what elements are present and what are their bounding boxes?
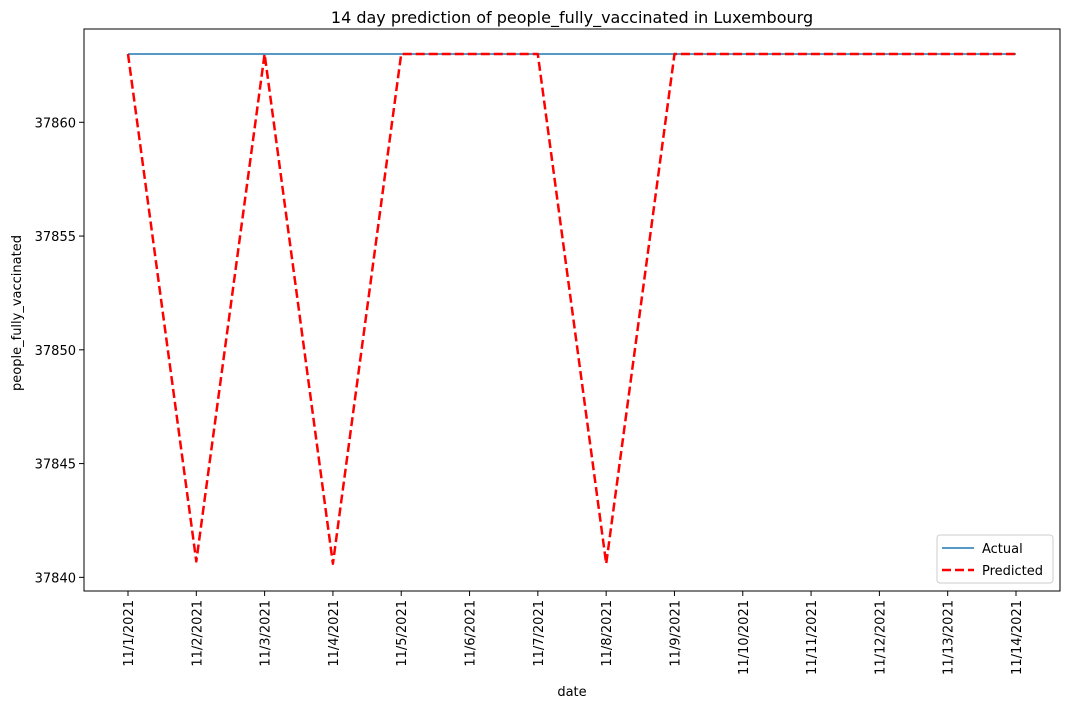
x-tick-label: 11/6/2021 [464, 600, 479, 667]
series-predicted-line [126, 52, 1016, 565]
x-tick-label: 11/14/2021 [1010, 600, 1025, 675]
x-tick-label: 11/9/2021 [668, 600, 683, 667]
x-tick-label: 11/2/2021 [190, 600, 205, 667]
x-tick-label: 11/4/2021 [327, 600, 342, 667]
y-axis: 37840 37845 37850 37855 37860 [35, 116, 84, 586]
x-axis: 11/1/2021 11/2/2021 11/3/2021 11/4/2021 11/5… [122, 591, 1025, 675]
legend-predicted-label: Predicted [982, 564, 1043, 579]
x-axis-label: date [557, 685, 586, 700]
x-tick-label: 11/7/2021 [532, 600, 547, 667]
x-tick-label: 11/1/2021 [122, 600, 137, 667]
x-tick-label: 11/13/2021 [942, 600, 957, 675]
x-tick-label: 11/5/2021 [395, 600, 410, 667]
plot-frame [83, 28, 1061, 592]
y-tick-label: 37845 [35, 458, 76, 473]
x-tick-label: 11/11/2021 [805, 600, 820, 675]
x-tick-label: 11/12/2021 [873, 600, 888, 675]
x-tick-label: 11/10/2021 [737, 600, 752, 675]
y-tick-label: 37850 [35, 344, 76, 359]
legend-box [936, 534, 1054, 584]
y-tick-label: 37860 [35, 116, 76, 131]
y-tick-label: 37840 [35, 571, 76, 586]
plot-area [126, 52, 1016, 565]
x-tick-label: 11/8/2021 [600, 600, 615, 667]
x-tick-label: 11/3/2021 [259, 600, 274, 667]
legend: Actual Predicted [936, 534, 1054, 584]
y-axis-label: people_fully_vaccinated [10, 235, 25, 391]
chart-title: 14 day prediction of people_fully_vaccin… [331, 8, 813, 28]
y-tick-label: 37855 [35, 230, 76, 245]
legend-actual-label: Actual [982, 542, 1023, 557]
